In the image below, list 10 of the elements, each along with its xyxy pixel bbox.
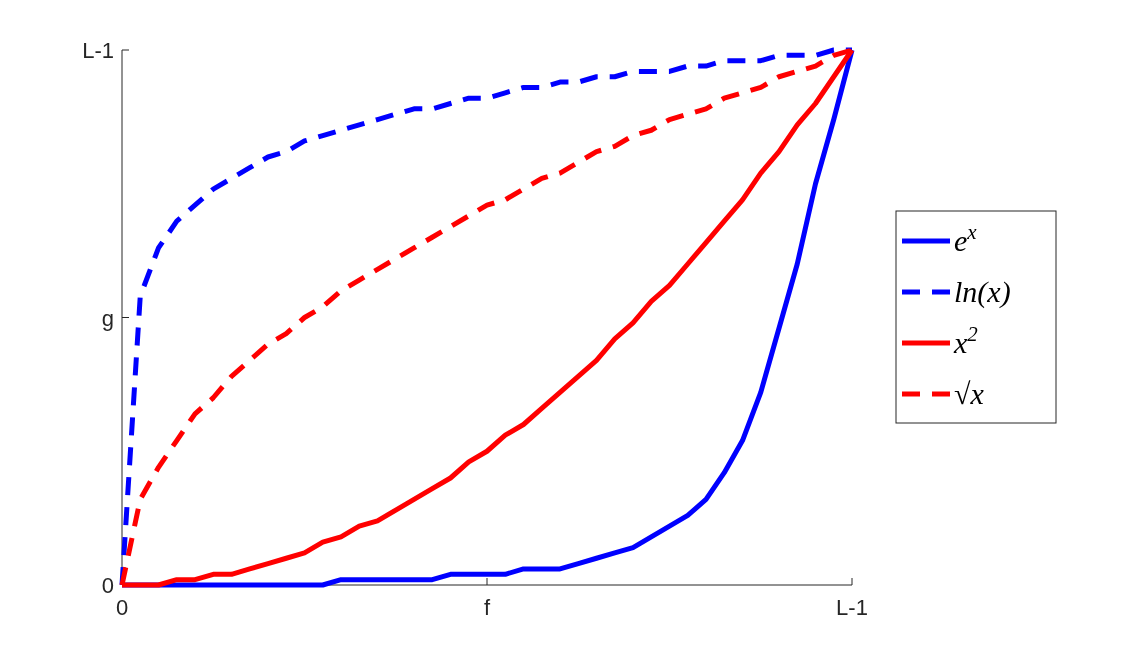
legend-label: √x — [954, 377, 985, 410]
legend-label: x$^{2}$ — [953, 322, 979, 359]
legend-label: ln(x) — [954, 275, 1011, 309]
text: g — [101, 305, 114, 331]
text: L-1 — [82, 38, 114, 63]
x-tick-label: f — [483, 595, 491, 620]
legend-label: e$^{x}$ — [954, 220, 978, 257]
x-tick-label: 0 — [115, 595, 129, 620]
x-tick-label: L-1 — [836, 595, 868, 620]
text: 0 — [101, 573, 114, 598]
